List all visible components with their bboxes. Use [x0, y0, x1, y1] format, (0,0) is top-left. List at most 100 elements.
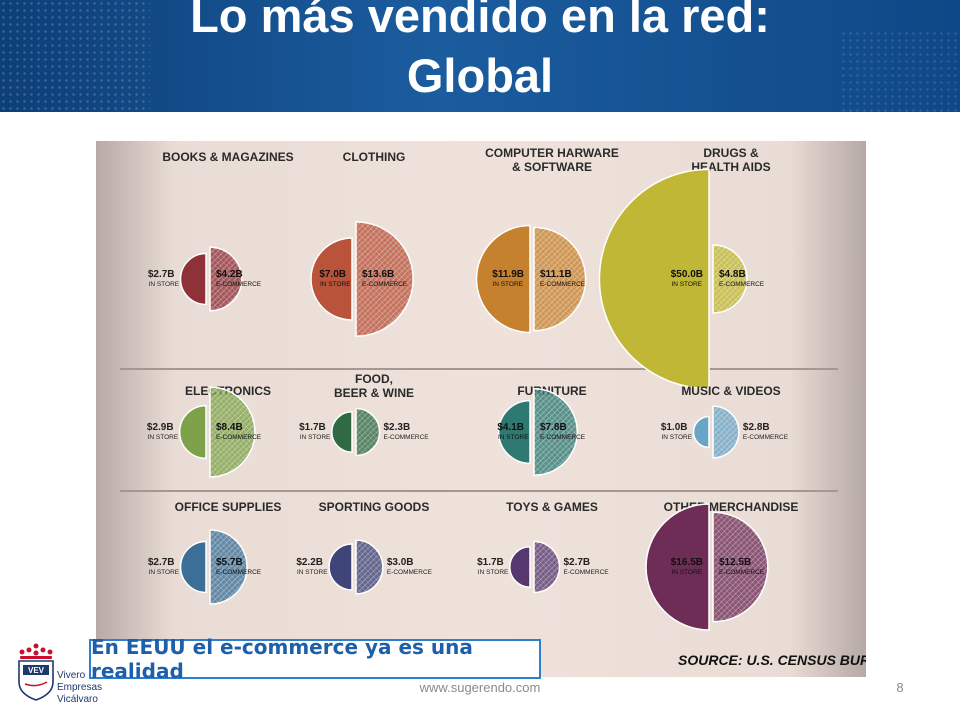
- ecommerce-caption: E-COMMERCE: [216, 569, 262, 576]
- in-store-value: $7.0B: [319, 269, 346, 280]
- in-store-semicircle: [475, 224, 531, 334]
- category-title: OFFICE SUPPLIES: [175, 500, 282, 514]
- ecommerce-caption: E-COMMERCE: [384, 434, 430, 441]
- ecommerce-value: $5.7B: [216, 557, 243, 568]
- in-store-semicircle: [179, 540, 207, 594]
- ecommerce-caption: E-COMMERCE: [540, 434, 586, 441]
- ecommerce-hatch-cross: [210, 529, 248, 605]
- ecommerce-value: $7.8B: [540, 422, 567, 433]
- ecommerce-hatch-cross: [713, 406, 739, 458]
- in-store-value: $1.0B: [661, 422, 688, 433]
- category-title: FOOD,: [355, 372, 393, 386]
- in-store-semicircle: [310, 237, 353, 321]
- ecommerce-caption: E-COMMERCE: [216, 434, 262, 441]
- in-store-semicircle: [179, 252, 207, 306]
- in-store-caption: IN STORE: [300, 434, 331, 441]
- ecommerce-caption: E-COMMERCE: [362, 281, 408, 288]
- category-title: MUSIC & VIDEOS: [681, 384, 780, 398]
- category-title: SPORTING GOODS: [319, 500, 430, 514]
- header-dot-pattern: [0, 0, 150, 112]
- ecommerce-hatch-cross: [356, 408, 380, 456]
- slide-title: Lo más vendido en la red: Global: [0, 0, 960, 106]
- in-store-value: $16.5B: [671, 557, 703, 568]
- logo-line: Vivero: [57, 670, 86, 681]
- ecommerce-hatch-cross: [356, 221, 414, 337]
- ecommerce-caption: E-COMMERCE: [719, 281, 765, 288]
- in-store-semicircle: [328, 543, 353, 591]
- ecommerce-value: $4.8B: [719, 269, 746, 280]
- ecommerce-caption: E-COMMERCE: [563, 569, 609, 576]
- in-store-value: $2.2B: [296, 557, 323, 568]
- ecommerce-value: $12.5B: [719, 557, 751, 568]
- in-store-semicircle: [645, 503, 710, 631]
- in-store-semicircle: [598, 168, 710, 390]
- in-store-caption: IN STORE: [297, 569, 328, 576]
- in-store-caption: IN STORE: [320, 281, 351, 288]
- ecommerce-caption: E-COMMERCE: [216, 281, 262, 288]
- in-store-value: $2.7B: [148, 269, 175, 280]
- category-title: COMPUTER HARWARE: [485, 146, 619, 160]
- slide-header: Lo más vendido en la red: Global: [0, 0, 960, 112]
- in-store-semicircle: [692, 415, 710, 449]
- in-store-value: $2.7B: [148, 557, 175, 568]
- ecommerce-caption: E-COMMERCE: [743, 434, 789, 441]
- category-title: BEER & WINE: [334, 386, 414, 400]
- ecommerce-value: $8.4B: [216, 422, 243, 433]
- ecommerce-hatch-cross: [534, 541, 560, 593]
- category-title: & SOFTWARE: [512, 160, 592, 174]
- category-title: TOYS & GAMES: [506, 500, 598, 514]
- slide-title-line-1: Lo más vendido en la red:: [190, 0, 770, 42]
- ecommerce-caption: E-COMMERCE: [719, 569, 765, 576]
- ecommerce-hatch-cross: [356, 540, 383, 594]
- ecommerce-infographic: BOOKS & MAGAZINES $2.7B IN STORE $4.2B E-COM…: [96, 141, 866, 677]
- ecommerce-value: $3.0B: [387, 557, 414, 568]
- in-store-value: $4.1B: [497, 422, 524, 433]
- category-title: BOOKS & MAGAZINES: [162, 150, 293, 164]
- ecommerce-caption: E-COMMERCE: [540, 281, 586, 288]
- ecommerce-value: $4.2B: [216, 269, 243, 280]
- category-title: DRUGS &: [703, 146, 759, 160]
- ecommerce-hatch-cross: [713, 512, 768, 622]
- in-store-value: $2.9B: [147, 422, 174, 433]
- footer-url: www.sugerendo.com: [419, 680, 541, 695]
- ecommerce-hatch-cross: [210, 247, 242, 311]
- logo-line: Vicálvaro: [57, 694, 98, 705]
- ecommerce-value: $2.3B: [384, 422, 411, 433]
- in-store-caption: IN STORE: [662, 434, 693, 441]
- in-store-caption: IN STORE: [149, 569, 180, 576]
- in-store-caption: IN STORE: [148, 434, 179, 441]
- in-store-value: $50.0B: [671, 269, 703, 280]
- in-store-semicircle: [497, 399, 531, 465]
- in-store-semicircle: [331, 411, 353, 453]
- in-store-caption: IN STORE: [492, 281, 523, 288]
- in-store-value: $11.9B: [492, 269, 524, 280]
- ecommerce-caption: E-COMMERCE: [387, 569, 433, 576]
- in-store-caption: IN STORE: [498, 434, 529, 441]
- page-number: 8: [896, 680, 904, 695]
- category-title: HEALTH AIDS: [691, 160, 770, 174]
- in-store-caption: IN STORE: [671, 569, 702, 576]
- in-store-caption: IN STORE: [478, 569, 509, 576]
- row-dividers: [120, 368, 838, 492]
- ecommerce-hatch-cross: [210, 387, 255, 477]
- in-store-caption: IN STORE: [671, 281, 702, 288]
- source-label: SOURCE: U.S. CENSUS BUREAU: [678, 652, 866, 668]
- ecommerce-value: $2.8B: [743, 422, 770, 433]
- header-dot-pattern-right: [840, 30, 960, 112]
- ecommerce-value: $11.1B: [540, 269, 572, 280]
- ecommerce-value: $13.6B: [362, 269, 394, 280]
- ecommerce-hatch-cross: [534, 227, 586, 331]
- logo-badge-text: VEV: [28, 666, 45, 675]
- in-store-semicircle: [178, 404, 207, 460]
- logo-line: Empresas: [57, 682, 103, 693]
- ecommerce-value: $2.7B: [563, 557, 590, 568]
- in-store-caption: IN STORE: [149, 281, 180, 288]
- in-store-value: $1.7B: [299, 422, 326, 433]
- callout-box: En EEUU el e-commerce ya es una realidad: [89, 635, 541, 683]
- logo-text: Vivero Empresas Vicálvaro: [57, 670, 102, 706]
- crown-logo-icon: VEV: [18, 643, 54, 701]
- in-store-semicircle: [509, 546, 531, 588]
- ecommerce-hatch-cross: [713, 245, 747, 313]
